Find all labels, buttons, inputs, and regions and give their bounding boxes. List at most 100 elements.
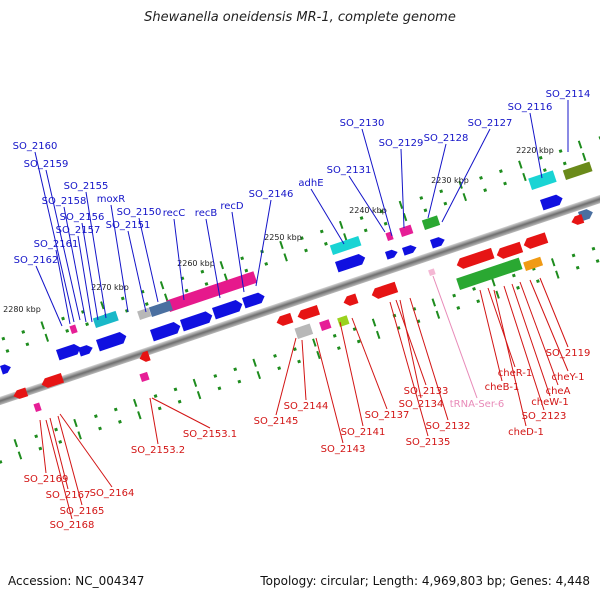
tick-mark <box>462 192 467 202</box>
leader-line <box>315 337 344 444</box>
reverse-gene-label: SO_2143 <box>321 444 366 455</box>
tick-mark <box>34 434 39 439</box>
tick-mark <box>133 398 138 408</box>
tick-mark <box>44 333 50 342</box>
leader-line <box>361 128 393 237</box>
kbp-tick-label: 2240 kbp <box>349 206 387 215</box>
tick-mark <box>299 236 304 241</box>
domain-block <box>33 402 42 412</box>
leader-line <box>348 175 386 233</box>
leader-line <box>127 230 147 313</box>
reverse-gene-label: cheY-1 <box>552 372 585 383</box>
forward-gene-label: SO_2131 <box>327 165 372 176</box>
reverse-gene-arrow <box>523 232 549 249</box>
tick-mark <box>177 399 182 404</box>
reverse-gene-label: cheB-1 <box>485 382 520 393</box>
leader-line <box>399 299 422 399</box>
tick-mark <box>153 394 158 398</box>
reverse-gene-label: SO_2164 <box>90 488 135 499</box>
leader-line <box>529 279 569 372</box>
tick-mark <box>398 200 404 209</box>
leader-line <box>81 222 99 321</box>
forward-gene-arrow <box>242 292 265 309</box>
tick-mark <box>383 221 388 226</box>
map-title: Shewanella oneidensis MR-1, complete gen… <box>144 10 456 25</box>
forward-gene-label: SO_2151 <box>106 220 151 231</box>
tick-mark <box>491 278 496 287</box>
reverse-gene-label: cheD-1 <box>508 427 544 438</box>
tick-mark <box>85 322 89 327</box>
leader-line <box>39 419 47 474</box>
leader-line <box>503 285 545 411</box>
forward-gene-arrow <box>96 332 127 352</box>
tick-mark <box>54 427 58 432</box>
leader-line <box>432 275 478 399</box>
forward-gene-label: SO_2127 <box>468 118 513 129</box>
tick-mark <box>144 302 149 306</box>
forward-gene-label: SO_2150 <box>117 207 162 218</box>
reverse-gene-arrow <box>276 312 294 326</box>
tick-mark <box>213 374 218 378</box>
tick-mark <box>21 330 26 334</box>
domain-block <box>92 310 119 329</box>
forward-gene-arrow <box>0 364 11 375</box>
kbp-tick-label: 2260 kbp <box>177 259 215 268</box>
reverse-gene-arrow <box>343 293 359 306</box>
genome-backbone <box>0 135 600 464</box>
leader-line <box>138 217 159 303</box>
domain-block <box>399 224 414 237</box>
kbp-tick-label: 2270 kbp <box>91 283 129 292</box>
forward-gene-label: SO_2146 <box>249 189 294 200</box>
tick-mark <box>279 240 284 250</box>
tick-mark <box>184 288 189 293</box>
tick-mark <box>343 233 348 242</box>
tick-mark <box>483 188 488 193</box>
leader-line <box>45 419 73 520</box>
leader-line <box>400 148 405 229</box>
domain-block <box>528 170 557 190</box>
reverse-gene-label: SO_2137 <box>365 410 410 421</box>
tick-mark <box>1 336 6 341</box>
forward-gene-label: recD <box>220 201 244 212</box>
tick-mark <box>476 299 481 304</box>
tick-mark <box>100 301 105 310</box>
forward-gene-label: SO_2129 <box>379 138 424 149</box>
tick-mark <box>120 296 125 301</box>
leader-line <box>441 128 491 223</box>
tick-mark <box>336 346 341 351</box>
tick-mark <box>562 161 567 166</box>
kbp-tick-label: 2230 kbp <box>431 176 469 185</box>
tick-mark <box>419 196 424 200</box>
forward-gene-label: SO_2161 <box>34 239 79 250</box>
tick-mark <box>200 269 205 274</box>
tick-mark <box>244 268 249 273</box>
tick-mark <box>379 209 384 214</box>
leader-line <box>479 289 503 382</box>
leader-line <box>409 297 449 421</box>
domain-block <box>385 231 394 241</box>
reverse-gene-label: SO_2165 <box>60 506 105 517</box>
tick-mark <box>575 265 580 270</box>
tick-mark <box>157 406 162 411</box>
tick-mark <box>17 451 23 460</box>
reverse-gene-label: SO_2141 <box>341 427 386 438</box>
leader-line <box>63 206 87 323</box>
domain-block <box>139 371 150 382</box>
tick-mark <box>324 241 328 246</box>
leader-line <box>427 143 447 219</box>
tick-mark <box>423 208 428 213</box>
tick-mark <box>5 349 10 353</box>
tick-mark <box>316 350 321 360</box>
forward-gene-label: SO_2114 <box>546 89 591 100</box>
reverse-gene-label: SO_2153.1 <box>183 429 237 440</box>
forward-gene-arrow <box>430 237 445 249</box>
forward-gene-arrow <box>180 311 213 332</box>
reverse-gene-label: SO_2168 <box>50 520 95 531</box>
tick-mark <box>73 418 78 428</box>
forward-gene-label: adhE <box>298 178 323 189</box>
tick-mark <box>252 358 257 367</box>
reverse-gene-label: SO_2133 <box>404 386 449 397</box>
